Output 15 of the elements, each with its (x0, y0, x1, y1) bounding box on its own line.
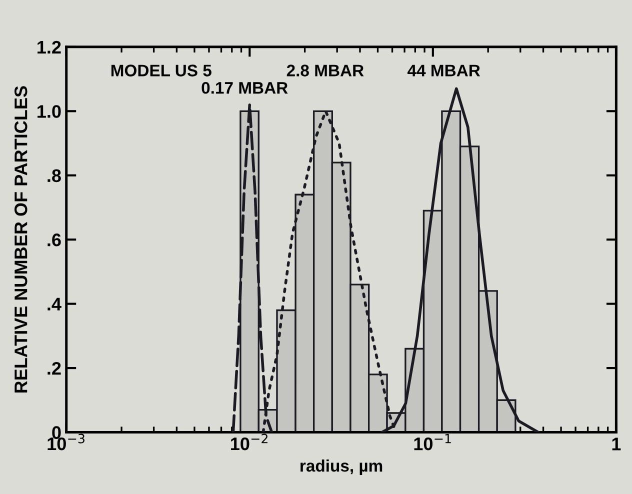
annotation: 0.17 MBAR (202, 82, 288, 94)
y-tick-label: .2 (48, 362, 61, 375)
x-axis-title: radius, µm (300, 460, 382, 476)
annotation: 2.8 MBAR (286, 64, 364, 76)
y-tick-label: 1.2 (38, 40, 61, 54)
x-tick-label: 1 (612, 438, 621, 450)
annotation: MODEL US 5 (111, 64, 212, 76)
y-axis-title: RELATIVE NUMBER OF PARTICLES (14, 86, 28, 393)
y-tick-label: 1.0 (38, 105, 61, 118)
y-tick-label: .6 (48, 234, 61, 246)
y-tick-label: .4 (48, 298, 62, 310)
y-tick-label: .8 (48, 169, 61, 182)
annotation: 44 MBAR (408, 64, 480, 76)
x-tick-label: 10$^{−2}$ (231, 434, 268, 450)
x-tick-label: 10$^{−1}$ (414, 434, 451, 450)
